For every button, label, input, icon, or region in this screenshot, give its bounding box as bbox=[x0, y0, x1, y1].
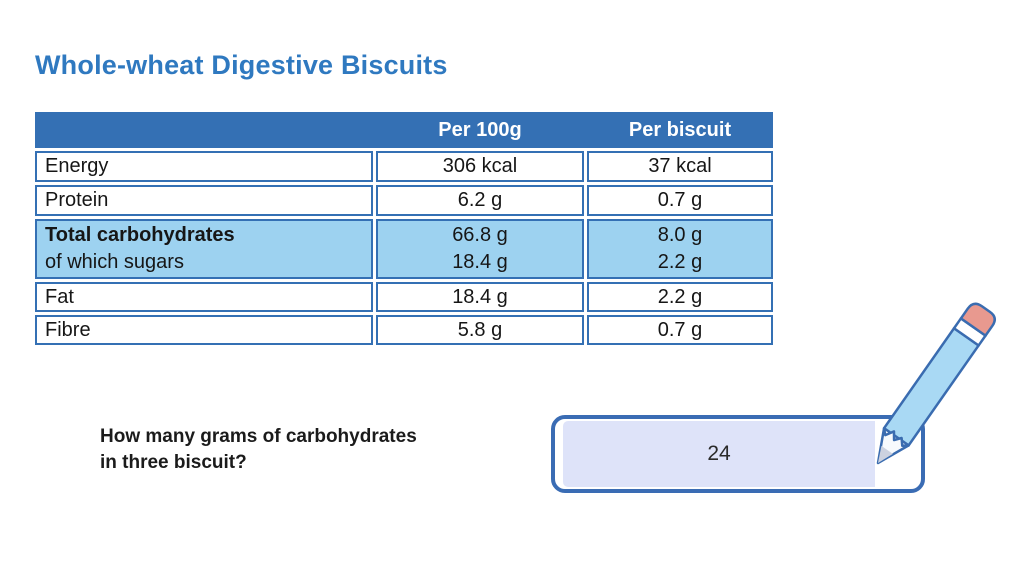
value-per-biscuit: 0.7 g bbox=[587, 315, 773, 345]
value-per-100g: 18.4 g bbox=[376, 282, 584, 312]
column-header-per-100g: Per 100g bbox=[438, 118, 522, 141]
nutrition-table: Per 100g Per biscuit Energy 306 kcal 37 … bbox=[35, 112, 773, 345]
row-label: Fat bbox=[35, 282, 373, 312]
table-row-protein: Protein 6.2 g 0.7 g bbox=[35, 185, 773, 216]
table-header-row: Per 100g Per biscuit bbox=[35, 112, 773, 148]
row-label: Protein bbox=[35, 185, 373, 216]
value-per-100g: 306 kcal bbox=[376, 151, 584, 182]
carbs-per-100g: 66.8 g bbox=[452, 224, 508, 246]
table-row-carbohydrates: Total carbohydrates of which sugars 66.8… bbox=[35, 219, 773, 279]
row-label: Total carbohydrates of which sugars bbox=[35, 219, 373, 279]
column-header-blank bbox=[35, 112, 373, 148]
table-row-fat: Fat 18.4 g 2.2 g bbox=[35, 282, 773, 312]
value-per-biscuit: 0.7 g bbox=[587, 185, 773, 216]
page-title: Whole-wheat Digestive Biscuits bbox=[35, 50, 448, 80]
value-per-100g: 5.8 g bbox=[376, 315, 584, 345]
sugars-per-biscuit: 2.2 g bbox=[657, 251, 703, 273]
value-per-100g: 6.2 g bbox=[376, 185, 584, 216]
value-per-biscuit: 8.0 g 2.2 g bbox=[587, 219, 773, 279]
question-line-2: in three biscuit? bbox=[100, 452, 247, 473]
value-per-biscuit: 37 kcal bbox=[587, 151, 773, 182]
question-text: How many grams of carbohydrates in three… bbox=[100, 424, 520, 476]
value-per-biscuit: 2.2 g bbox=[587, 282, 773, 312]
sugars-label: of which sugars bbox=[45, 251, 184, 273]
row-label: Fibre bbox=[35, 315, 373, 345]
answer-highlight: 24 bbox=[563, 421, 875, 487]
question-line-1: How many grams of carbohydrates bbox=[100, 426, 417, 447]
carbs-label: Total carbohydrates bbox=[45, 224, 235, 246]
row-label: Energy bbox=[35, 151, 373, 182]
answer-box[interactable]: 24 bbox=[551, 415, 925, 493]
carbs-per-biscuit: 8.0 g bbox=[657, 224, 703, 246]
sugars-per-100g: 18.4 g bbox=[452, 251, 508, 273]
table-row-fibre: Fibre 5.8 g 0.7 g bbox=[35, 315, 773, 345]
answer-value: 24 bbox=[707, 442, 731, 465]
value-per-100g: 66.8 g 18.4 g bbox=[376, 219, 584, 279]
table-row-energy: Energy 306 kcal 37 kcal bbox=[35, 151, 773, 182]
column-header-per-biscuit: Per biscuit bbox=[628, 118, 732, 141]
